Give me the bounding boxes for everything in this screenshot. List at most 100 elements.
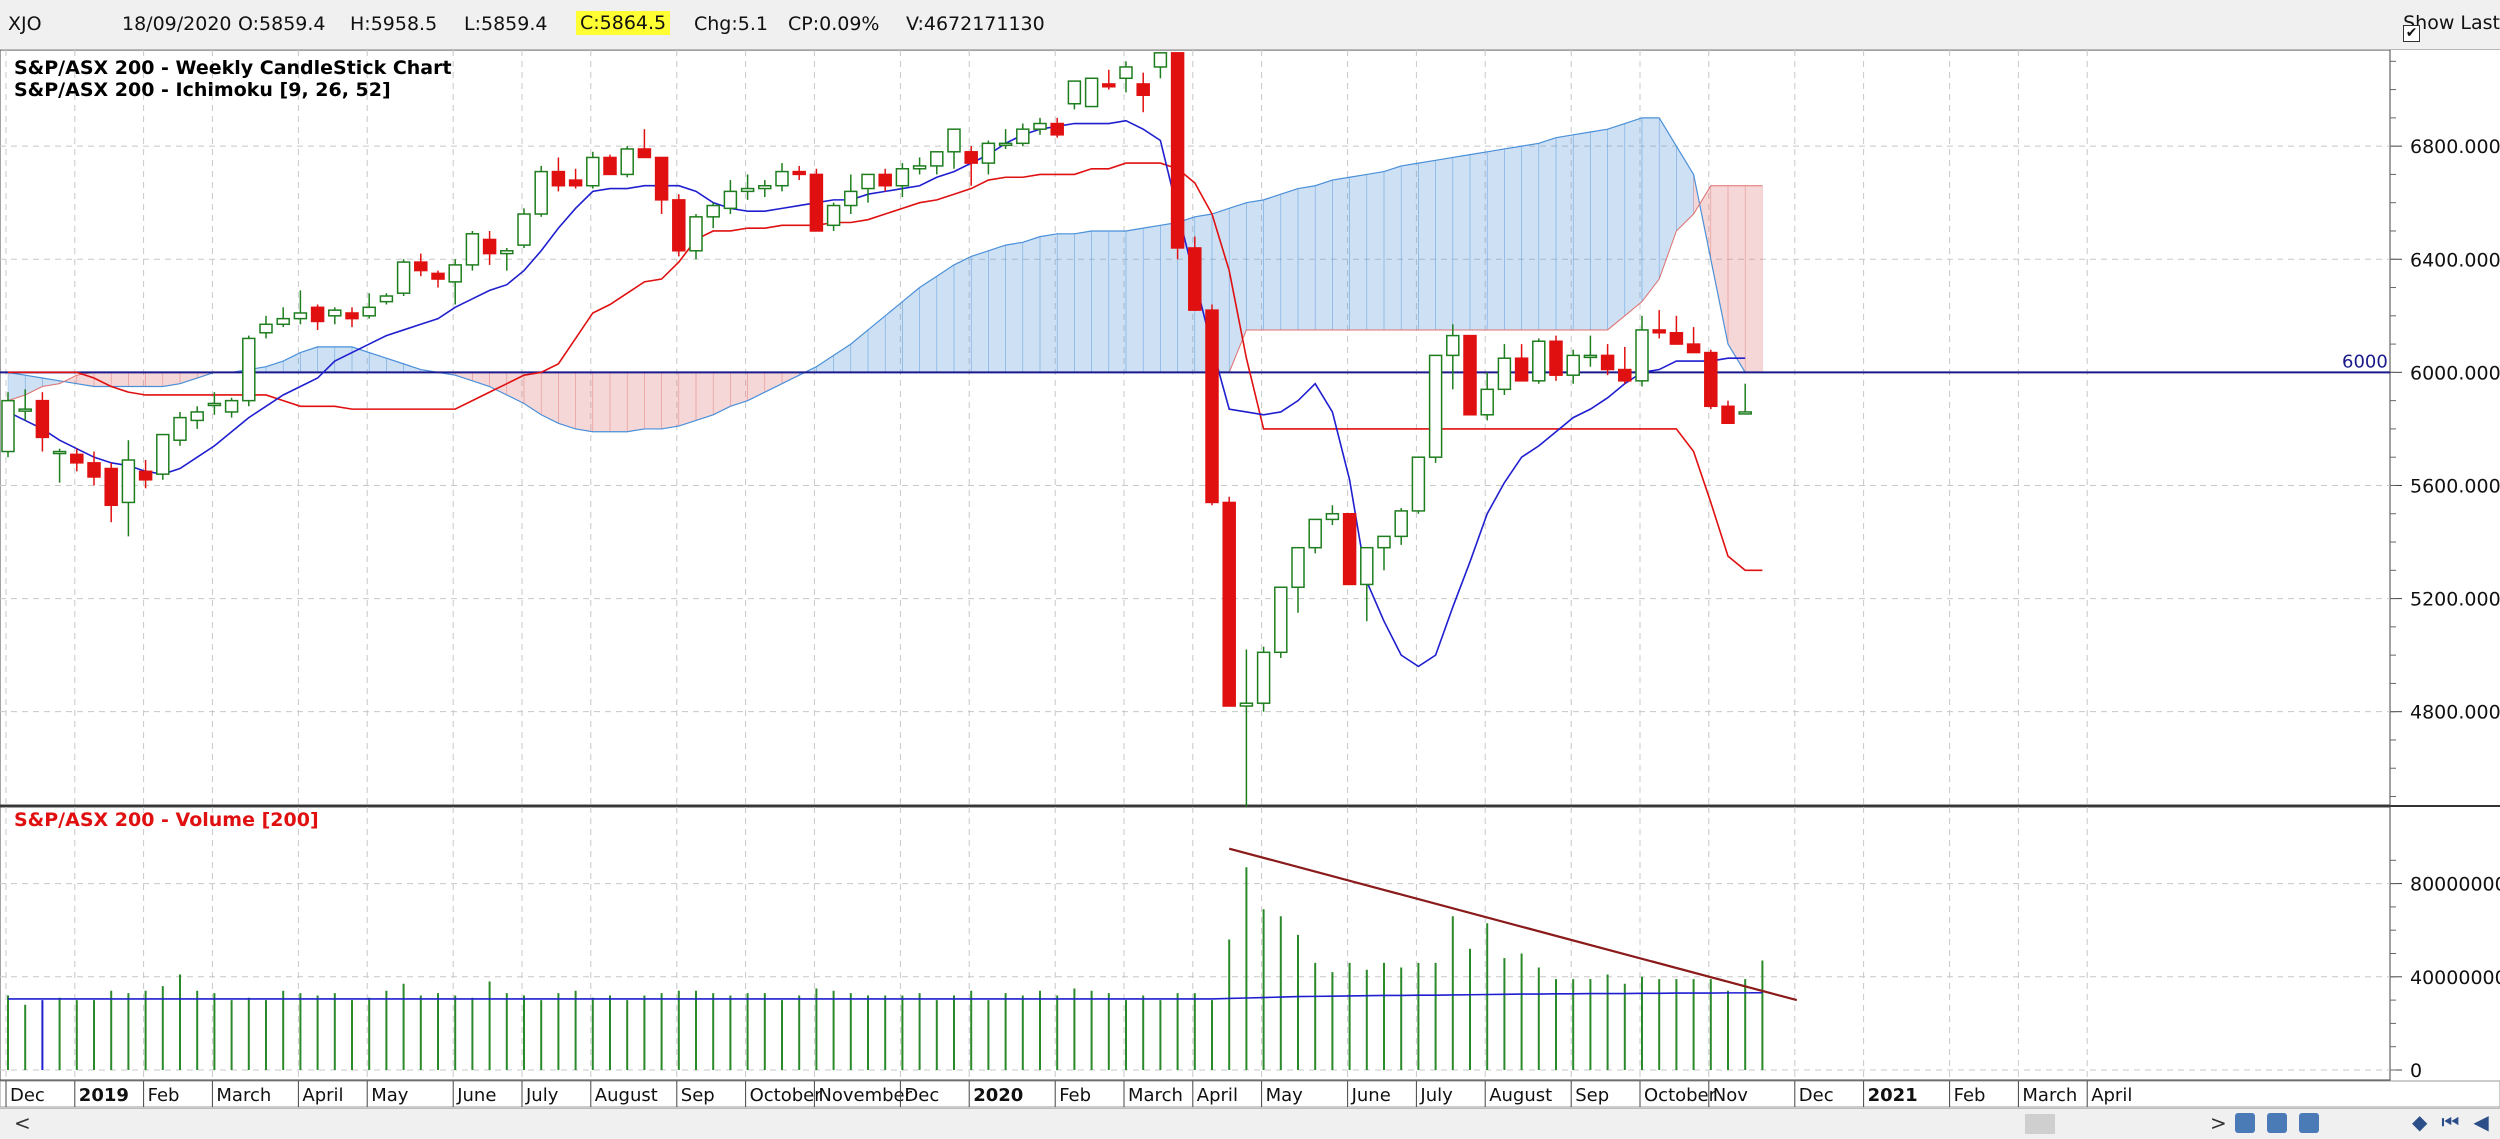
cloud-segment-bearish	[695, 372, 714, 421]
show-last-checkbox[interactable]: ✔	[2403, 25, 2421, 42]
show-last-toggle[interactable]: ✔ Show Last	[2403, 12, 2500, 42]
candle-down	[1170, 52, 1185, 249]
candle-down	[878, 173, 892, 187]
level-6000-label: 6000	[2342, 351, 2388, 372]
cloud-segment-bullish	[1091, 230, 1110, 373]
candle-up	[517, 213, 531, 246]
candle-up	[1, 399, 15, 453]
scroll-bar: < > ◆⏮◀▶	[0, 1108, 2500, 1139]
candle-up	[1153, 52, 1168, 68]
prev-icon[interactable]: ◀	[2473, 1110, 2500, 1134]
candle-up	[121, 459, 136, 504]
candle-down	[637, 148, 652, 159]
price-chart-title: S&P/ASX 200 - Weekly CandleStick Chart	[14, 57, 452, 79]
candle-up	[895, 168, 910, 187]
cloud-segment-bearish	[609, 372, 628, 432]
y-tick-label: 6000.000	[2410, 362, 2500, 384]
candle-up	[740, 187, 755, 193]
x-tick-label: April	[1197, 1085, 1238, 1106]
cloud-segment-bearish	[678, 372, 697, 427]
candle-down	[414, 261, 428, 272]
volume-value: V:4672171130	[906, 13, 1045, 35]
cloud-segment-bullish	[936, 264, 955, 373]
candle-down	[809, 173, 824, 232]
cloud-segment-bullish	[1125, 227, 1144, 373]
cloud-segment-bearish	[626, 372, 645, 433]
cloud-segment-bearish	[110, 372, 129, 387]
cloud-segment-bullish	[1504, 145, 1522, 331]
expand-icon[interactable]: ◆	[2412, 1110, 2442, 1134]
zoom-out-icon[interactable]	[2267, 1113, 2287, 1133]
date-label: 18/09/2020	[122, 13, 232, 35]
candle-down	[1669, 332, 1684, 345]
candle-down	[1222, 501, 1236, 707]
cloud-segment-bearish	[145, 372, 164, 387]
first-icon[interactable]: ⏮	[2441, 1110, 2474, 1134]
scroll-thumb[interactable]	[2025, 1114, 2055, 1134]
cloud-segment-bullish	[1056, 233, 1075, 373]
candle-down	[654, 156, 669, 201]
cloud-segment-bullish	[1469, 151, 1488, 331]
x-axis: Dec 2019 Feb March April May June July August Sep…	[0, 1080, 2500, 1108]
x-tick-label: November	[818, 1085, 912, 1106]
open-value: O:5859.4	[238, 13, 326, 35]
y-tick-label: 5600.000	[2410, 475, 2500, 497]
candle-up	[259, 323, 273, 334]
price-panel: 4800.000 5200.000 5600.000 6000.000 6400.000…	[0, 50, 2500, 1080]
candle-up	[1084, 77, 1099, 108]
x-tick-label: April	[2091, 1085, 2132, 1106]
candle-up	[465, 233, 480, 266]
candle-up	[190, 411, 204, 422]
candle-up	[207, 402, 222, 407]
y-tick-label: 6400.000	[2410, 249, 2500, 271]
candle-up	[242, 337, 256, 402]
candle-up	[328, 309, 342, 317]
candle-up	[224, 399, 239, 413]
x-tick-label: Nov	[1713, 1085, 1748, 1106]
candle-up	[981, 142, 996, 164]
cloud-segment-bullish	[1108, 230, 1127, 373]
candle-up	[1394, 510, 1408, 538]
candle-up	[1119, 66, 1133, 80]
candle-down	[104, 467, 118, 507]
candle-down	[1600, 354, 1615, 371]
cloud-segment-bullish	[1314, 179, 1333, 331]
zoom-in-icon[interactable]	[2235, 1113, 2255, 1133]
scroll-left-button[interactable]: <	[14, 1111, 31, 1135]
candle-up	[293, 312, 308, 320]
cloud-segment-bullish	[1366, 171, 1385, 331]
candle-down	[964, 151, 978, 164]
cloud-segment-bearish	[128, 372, 146, 387]
x-tick-label: August	[595, 1085, 658, 1106]
candle-down	[35, 399, 50, 439]
candle-down	[1686, 343, 1701, 354]
candle-down	[482, 238, 497, 255]
candle-up	[1497, 357, 1512, 391]
candle-down	[1102, 83, 1116, 88]
y-tick-label: 0	[2410, 1060, 2422, 1082]
x-tick-label: October	[1644, 1085, 1717, 1106]
candle-up	[586, 156, 600, 187]
candle-down	[1463, 334, 1477, 416]
cloud-segment-bullish	[1246, 199, 1264, 331]
y-tick-label: 8000000000	[2410, 874, 2500, 896]
chart-canvas: 4800.000 5200.000 5600.000 6000.000 6400.000…	[0, 50, 2500, 1108]
candle-up	[758, 184, 772, 190]
candle-up	[912, 165, 927, 170]
x-tick-label: 2019	[79, 1085, 129, 1106]
cloud-segment-bullish	[1418, 159, 1436, 331]
cloud-segment-bearish	[558, 372, 576, 430]
scroll-right-button[interactable]: >	[2210, 1111, 2227, 1135]
y-tick-label: 4800.000	[2410, 702, 2500, 724]
candle-up	[1738, 411, 1752, 415]
cloud-segment-bullish	[1521, 143, 1540, 331]
x-tick-label: March	[1128, 1085, 1183, 1106]
zoom-fit-icon[interactable]	[2299, 1113, 2319, 1133]
candle-up	[156, 433, 170, 475]
candle-up	[1411, 456, 1426, 512]
candle-up	[173, 416, 187, 441]
cloud-segment-bullish	[1332, 176, 1350, 331]
y-tick-label: 4000000000	[2410, 967, 2500, 989]
candle-up	[1583, 354, 1598, 359]
candle-up	[1635, 329, 1649, 382]
